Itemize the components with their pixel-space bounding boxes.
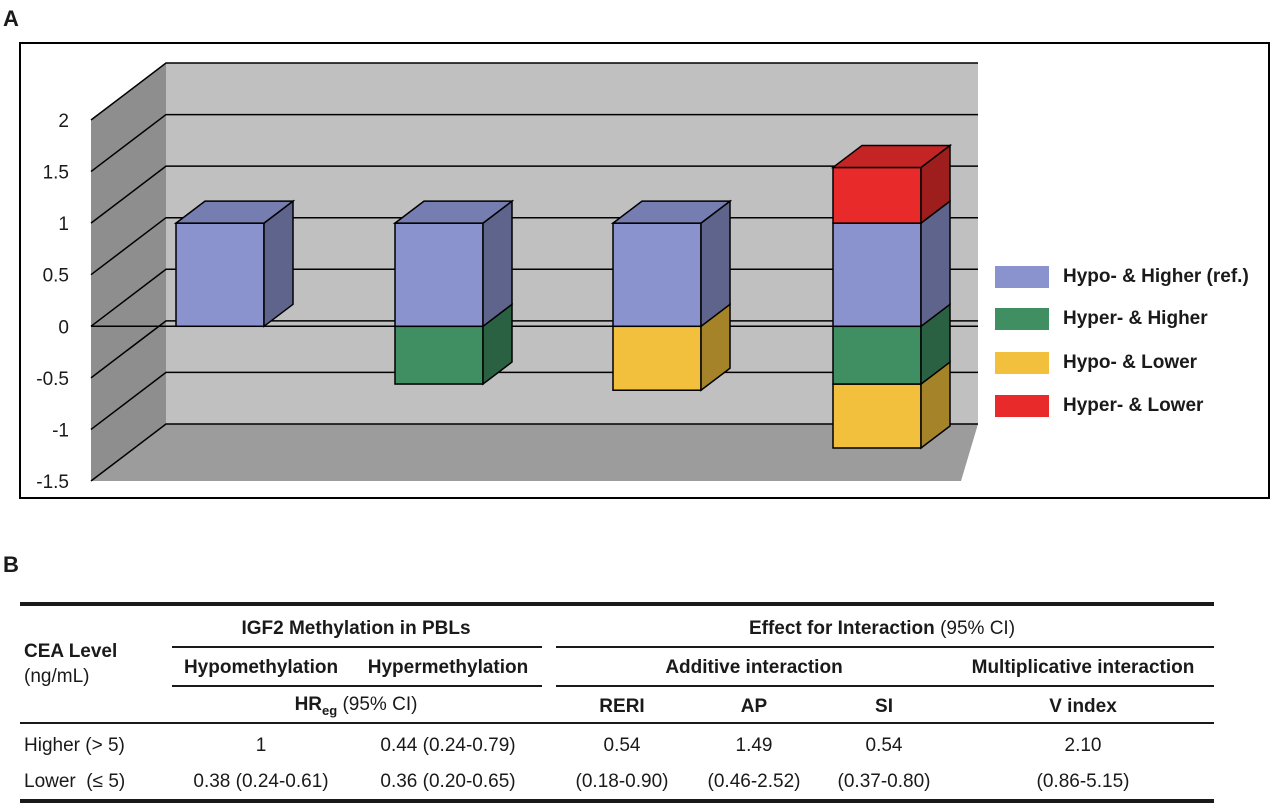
bar-segment-front [832,166,922,224]
chart-back-wall [166,63,978,424]
legend-swatch [995,266,1049,288]
legend-swatch [995,395,1049,417]
row-higher-si: 0.54 [865,735,903,756]
y-tick-label: -1.5 [36,472,69,493]
row-higher-reri: 0.54 [603,735,641,756]
y-tick-label: 1 [58,214,69,235]
gridline [90,62,978,121]
table-top-rule [20,602,1214,606]
gridline [90,165,978,224]
y-tick-label: 0 [58,317,69,338]
legend-item: Hypo- & Lower [995,350,1197,376]
bar-segment-front [832,325,922,385]
hypomethylation-header: Hypomethylation [183,657,339,678]
effect-header-bold: Effect for Interaction [748,618,935,639]
y-tick-label: 2 [58,111,69,132]
bar-top-face [610,200,733,224]
ap-header: AP [740,696,768,717]
panel-a-label: A [3,6,19,31]
row-lower-hypo: 0.38 (0.24-0.61) [193,771,329,792]
legend-label: Hypo- & Lower [1063,352,1198,373]
bar-segment-front [832,222,922,328]
cea-unit-label: (ng/mL) [24,666,90,687]
bar-segment-front [394,222,484,328]
bar-segment-front [832,383,922,449]
igf2-methylation-header: IGF2 Methylation in PBLs [241,618,471,639]
gridline [90,113,978,173]
legend-swatch [995,352,1049,374]
row-higher-hypo: 1 [255,735,267,756]
row-lower-v: (0.86-5.15) [1036,771,1130,792]
bar-top-face [392,200,515,224]
hypermethylation-header: Hypermethylation [367,657,529,678]
si-header: SI [875,696,893,717]
additive-underline [556,685,956,687]
row-lower-ap: (0.46-2.52) [707,771,801,792]
additive-interaction-header: Additive interaction [665,657,843,678]
row-higher-hyper: 0.44 (0.24-0.79) [380,735,516,756]
chart-floor [91,424,978,481]
igf2-underline [172,646,542,648]
bar-top-face [173,200,296,224]
hr-ci: (95% CI) [342,694,418,715]
v-index-header: V index [1049,696,1117,717]
row-higher-v: 2.10 [1064,735,1102,756]
legend-item: Hyper- & Lower [995,393,1203,419]
bar-top-face [830,144,953,169]
row-higher-label: Higher (> 5) [24,735,125,756]
methylation-subrule [172,685,542,687]
gridline [90,423,978,482]
multiplicative-underline [956,685,1214,687]
hr-main: HR [294,694,323,715]
legend-label: Hyper- & Higher [1063,308,1208,329]
row-higher-ap: 1.49 [735,735,773,756]
row-lower-reri: (0.18-0.90) [575,771,669,792]
header-bottom-rule [20,722,1214,724]
chart-side-wall [91,63,166,481]
row-lower-hyper: 0.36 (0.20-0.65) [380,771,516,792]
y-tick-label: -0.5 [36,369,69,390]
row-lower-si: (0.37-0.80) [837,771,931,792]
multiplicative-interaction-header: Multiplicative interaction [971,657,1195,678]
effect-interaction-header: Effect for Interaction (95% CI) [749,618,1015,640]
effect-underline [556,646,1214,648]
bar-segment-front [175,222,265,328]
hr-subscript: eg [322,702,338,718]
legend-label: Hypo- & Higher (ref.) [1063,266,1249,287]
legend-swatch [995,308,1049,330]
panel-b-label: B [3,552,19,577]
y-tick-label: -1 [52,420,69,441]
bar-segment-front [394,325,484,385]
legend-item: Hyper- & Higher [995,306,1208,332]
chart-frame: 2 1.5 1 0.5 0 -0.5 -1 -1.5 Hypo- & Higher (ref.… [19,42,1270,499]
legend-item: Hypo- & Higher (ref.) [995,264,1249,290]
cea-level-header: CEA Level [24,641,118,662]
effect-header-ci: (95% CI) [940,618,1016,639]
table-bottom-rule [20,799,1214,803]
reri-header: RERI [599,696,645,717]
bar-chart-3d: 2 1.5 1 0.5 0 -0.5 -1 -1.5 [36,62,978,493]
hr-ci-header: HReg (95% CI) [295,694,418,718]
bar-segment-front [612,325,702,391]
bar-segment-front [612,222,702,328]
row-lower-label: Lower (≤ 5) [24,771,126,792]
y-tick-label: 1.5 [43,163,69,184]
legend-label: Hyper- & Lower [1063,395,1204,416]
y-tick-label: 0.5 [43,266,69,287]
